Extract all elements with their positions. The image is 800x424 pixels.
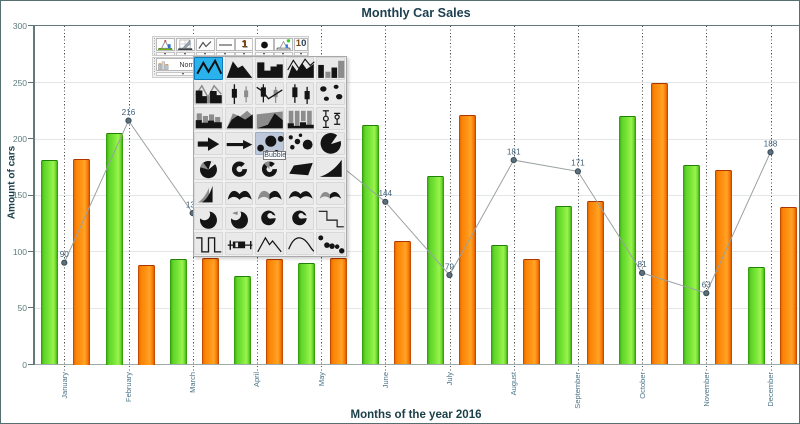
svg-text:171: 171: [571, 159, 585, 168]
svg-text:79: 79: [445, 262, 455, 271]
svg-text:90: 90: [60, 250, 70, 259]
svg-text:216: 216: [122, 108, 136, 117]
svg-text:144: 144: [378, 189, 392, 198]
svg-text:181: 181: [507, 147, 521, 156]
svg-text:81: 81: [638, 260, 648, 269]
svg-text:63: 63: [702, 280, 712, 289]
svg-text:134: 134: [186, 200, 200, 209]
svg-text:188: 188: [764, 139, 778, 148]
